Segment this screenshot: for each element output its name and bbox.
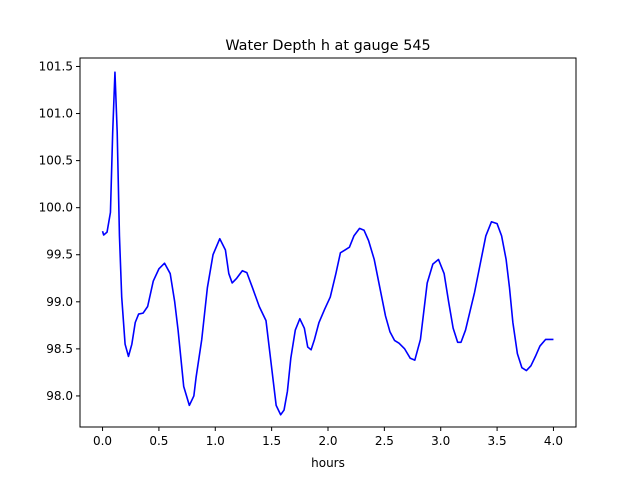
series-layer bbox=[101, 71, 554, 416]
chart-title: Water Depth h at gauge 545 bbox=[225, 38, 430, 54]
x-tick-label: 1.0 bbox=[206, 434, 225, 448]
y-tick-label: 101.5 bbox=[39, 59, 73, 73]
y-tick-label: 98.0 bbox=[46, 389, 73, 403]
y-tick-label: 99.5 bbox=[46, 248, 73, 262]
x-axis: 0.0 0.5 1.0 1.5 2.0 2.5 3.0 3.5 4.0 bbox=[93, 427, 563, 448]
x-tick-label: 0.5 bbox=[149, 434, 168, 448]
x-tick-label: 4.0 bbox=[544, 434, 563, 448]
x-tick-label: 3.5 bbox=[488, 434, 507, 448]
x-tick-label: 2.5 bbox=[375, 434, 394, 448]
y-tick-label: 100.5 bbox=[39, 154, 73, 168]
y-tick-label: 99.0 bbox=[46, 295, 73, 309]
y-axis: 98.0 98.5 99.0 99.5 100.0 100.5 101.0 101.5 bbox=[39, 59, 80, 403]
x-tick-label: 2.0 bbox=[318, 434, 337, 448]
y-tick-label: 98.5 bbox=[46, 342, 73, 356]
x-axis-title: hours bbox=[311, 456, 345, 470]
x-tick-label: 3.0 bbox=[431, 434, 450, 448]
y-tick-label: 101.0 bbox=[39, 107, 73, 121]
series-line-0 bbox=[101, 71, 554, 416]
x-tick-label: 1.5 bbox=[262, 434, 281, 448]
x-tick-label: 0.0 bbox=[93, 434, 112, 448]
y-tick-label: 100.0 bbox=[39, 201, 73, 215]
